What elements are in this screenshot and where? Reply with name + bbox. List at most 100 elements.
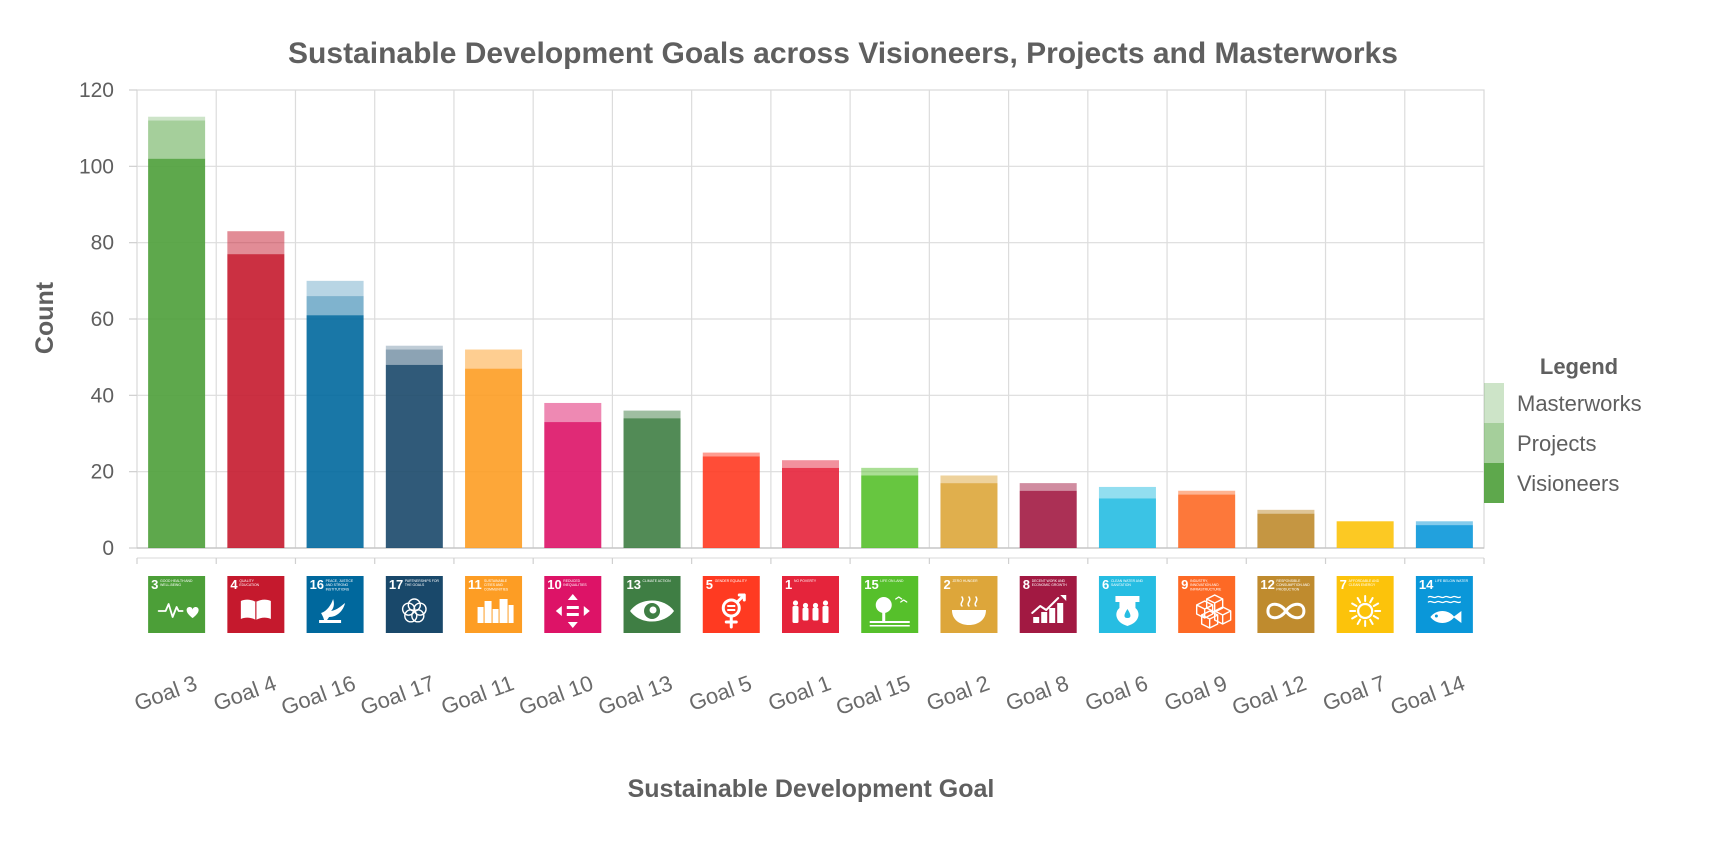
dove-icon [319, 599, 346, 623]
bar-stack [385, 345, 443, 548]
sdg-icon-number: 6 [1102, 577, 1109, 592]
sdg-icon-caption: QUALITY [239, 579, 254, 583]
sdg-icon-number: 12 [1260, 577, 1274, 592]
legend-entry-masterworks: Masterworks [1517, 391, 1642, 416]
sdg-icon-number: 11 [468, 577, 482, 592]
sdg-icon-caption: ECONOMIC GROWTH [1032, 583, 1068, 587]
sdg-icon-tile [782, 576, 839, 633]
sdg-icon-caption: NO POVERTY [794, 579, 817, 583]
bar-segment-projects [1257, 509, 1315, 514]
bar-segment-visioneers [385, 364, 443, 548]
bar-segment-projects [227, 231, 285, 255]
bar-stack [782, 460, 839, 548]
bar-segment-visioneers [702, 456, 760, 548]
bar-segment-projects [1415, 521, 1473, 526]
bar-segment-visioneers [1336, 521, 1394, 548]
eye-globe-icon [630, 600, 675, 622]
sdg-icon-tile [1257, 576, 1315, 633]
x-axis-title: Sustainable Development Goal [628, 775, 995, 803]
infinity-icon [1266, 602, 1306, 620]
sdg-icon-caption: CITIES AND [484, 583, 503, 587]
sdg-icon-caption: INSTITUTIONS [326, 587, 350, 591]
bar-stack [148, 116, 206, 548]
bar-segment-visioneers [306, 315, 364, 548]
y-tick-label: 100 [79, 155, 114, 178]
bar-segment-projects [148, 120, 206, 159]
y-tick-label: 40 [91, 384, 114, 407]
sdg-icon-caption: SUSTAINABLE [484, 579, 508, 583]
bar-segment-projects [465, 349, 523, 369]
bar-stack [1019, 483, 1077, 548]
legend-swatch [1484, 423, 1504, 463]
bar-segment-projects [306, 296, 364, 316]
legend: Legend Masterworks Projects Visioneers [1484, 354, 1642, 503]
bar-segment-masterworks [385, 345, 443, 350]
sdg-icon-number: 2 [943, 577, 950, 592]
bar-stack [623, 410, 681, 548]
bar-segment-visioneers [1415, 525, 1473, 548]
sdg-icon-number: 8 [1023, 577, 1030, 592]
bar-stack [1178, 490, 1236, 548]
growth-chart-icon [1031, 595, 1067, 623]
sdg-icon-number: 14 [1419, 577, 1434, 592]
bar-stack [1098, 486, 1156, 548]
bars [148, 116, 1473, 548]
y-axis-ticks: 0 20 40 60 80 100 120 [79, 79, 114, 560]
sdg-icon-tile [148, 576, 206, 633]
sdg-icon-caption: PARTNERSHIPS FOR [405, 579, 440, 583]
sdg-icon-number: 1 [785, 577, 792, 592]
sdg-icon-number: 9 [1181, 577, 1188, 592]
sdg-icon-caption: GENDER EQUALITY [715, 579, 748, 583]
sdg-icon-caption: EDUCATION [239, 583, 259, 587]
bar-stack [702, 452, 760, 548]
sdg-icon-number: 13 [627, 577, 641, 592]
sdg-icon-caption: DECENT WORK AND [1032, 579, 1066, 583]
sdg-icon-number: 16 [310, 577, 324, 592]
sdg-icon-caption: CLEAN WATER AND [1111, 579, 1144, 583]
bar-segment-projects [1098, 486, 1156, 499]
sdg-icon-caption: RESPONSIBLE [1276, 579, 1301, 583]
bar-segment-visioneers [940, 483, 998, 548]
book-icon [240, 599, 271, 621]
bar-stack [940, 475, 998, 548]
bar-stack [227, 231, 285, 548]
sdg-icon-number: 17 [389, 577, 403, 592]
sdg-icon-caption: WELL-BEING [160, 583, 181, 587]
sdg-goal-icon: 13 CLIMATE ACTION [623, 576, 681, 633]
tree-icon [869, 596, 910, 627]
sdg-icon-caption: INFRASTRUCTURE [1190, 587, 1222, 591]
sdg-goal-icon: 2 ZERO HUNGER [940, 576, 998, 633]
heartbeat-icon [157, 603, 199, 618]
sdg-icon-caption: INDUSTRY, [1190, 579, 1208, 583]
bar-segment-visioneers [623, 418, 681, 548]
bar-segment-projects [1178, 490, 1236, 495]
y-tick-label: 80 [91, 232, 114, 255]
sun-icon [1349, 595, 1382, 627]
bar-segment-visioneers [465, 368, 523, 548]
bar-segment-masterworks [306, 280, 364, 297]
bar-segment-visioneers [1019, 490, 1077, 548]
bar-segment-masterworks [148, 116, 206, 121]
sdg-icon-caption: ZERO HUNGER [952, 579, 978, 583]
bar-segment-visioneers [227, 254, 285, 548]
gender-icon [721, 593, 746, 629]
sdg-icon-caption: COMMUNITIES [484, 587, 509, 591]
y-tick-label: 60 [91, 308, 114, 331]
bar-stack [1336, 521, 1394, 548]
bar-stack [1257, 509, 1315, 548]
legend-swatch [1484, 463, 1504, 503]
rings-icon [401, 598, 427, 623]
y-tick-label: 120 [79, 79, 114, 102]
sdg-icon-caption: REDUCED [563, 579, 580, 583]
sdg-icon-number: 7 [1340, 577, 1347, 592]
legend-title: Legend [1540, 354, 1618, 379]
sdg-goal-icon: 5 GENDER EQUALITY [702, 576, 760, 633]
sdg-icon-tile [306, 576, 364, 633]
bowl-icon [951, 596, 986, 625]
